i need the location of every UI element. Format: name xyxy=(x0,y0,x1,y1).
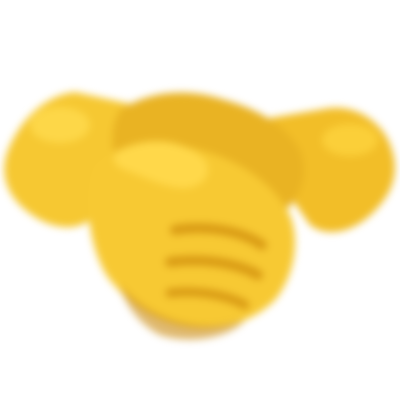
knuckle-highlight-right xyxy=(322,124,378,156)
bottom-shadow xyxy=(120,285,245,340)
front-hand xyxy=(87,143,296,329)
finger-crease-2 xyxy=(165,255,263,280)
thumb xyxy=(113,141,209,189)
knuckle-highlight-left xyxy=(30,107,90,143)
finger-crease-3 xyxy=(165,287,250,310)
finger-crease-1 xyxy=(170,223,267,250)
